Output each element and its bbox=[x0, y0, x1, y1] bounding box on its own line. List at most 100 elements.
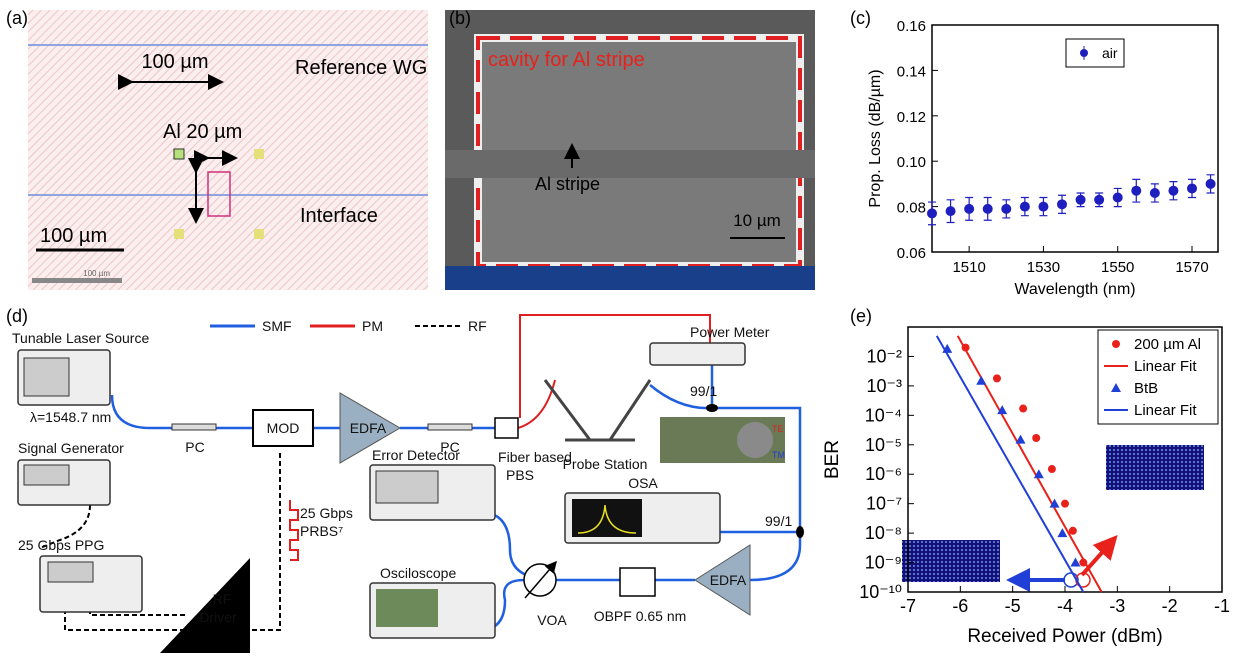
y-tick-label: 10⁻⁵ bbox=[865, 435, 902, 455]
node-label: EDFA bbox=[350, 420, 387, 436]
marker-point bbox=[1016, 435, 1026, 444]
screen bbox=[48, 562, 93, 582]
marker-point bbox=[1150, 188, 1160, 198]
x-axis-label: Received Power (dBm) bbox=[967, 626, 1162, 647]
marker-point bbox=[1048, 465, 1056, 473]
panel-d: (d) SMF PM RF bbox=[6, 306, 804, 653]
panel-a: (a) 100 µm Reference WG Al 20 µm Interfa… bbox=[6, 8, 428, 290]
y-tick-label: 10⁻³ bbox=[866, 376, 902, 396]
node-label: Probe Station bbox=[563, 456, 648, 472]
x-tick-label: 1570 bbox=[1175, 259, 1208, 276]
rf-driver bbox=[160, 558, 250, 653]
node-label: Tunable Laser Source bbox=[12, 330, 149, 346]
y-tick-label: 0.14 bbox=[897, 63, 926, 80]
x-tick-label: -3 bbox=[1109, 596, 1125, 616]
x-tick-label: -4 bbox=[1057, 596, 1073, 616]
marker-point bbox=[983, 204, 993, 214]
y-tick-label: 0.08 bbox=[897, 200, 926, 217]
x-axis-label: Wavelength (nm) bbox=[1014, 281, 1135, 298]
eye-diagram bbox=[902, 540, 1000, 582]
node-label: TE bbox=[772, 424, 784, 434]
marker-point bbox=[1168, 186, 1178, 196]
node-label: MOD bbox=[267, 420, 300, 436]
panel-b: (b) cavity for Al stripe Al stripe 10 µm bbox=[445, 8, 815, 290]
legend-label: air bbox=[1102, 45, 1118, 61]
annotation: 100 µm bbox=[83, 269, 110, 278]
node-label: EDFA bbox=[710, 572, 747, 588]
annotation: Reference WG bbox=[295, 57, 427, 79]
x-tick-label: -6 bbox=[952, 596, 968, 616]
annotation: 100 µm bbox=[141, 51, 208, 73]
x-tick-label: 1550 bbox=[1101, 259, 1134, 276]
marker-point bbox=[946, 206, 956, 216]
node-label: 99/1 bbox=[765, 513, 792, 529]
node-label: 25 Gbps PPG bbox=[18, 537, 104, 553]
marker-point bbox=[1206, 179, 1216, 189]
obpf bbox=[620, 568, 655, 596]
node-label: λ=1548.7 nm bbox=[30, 409, 111, 425]
figure: (a) 100 µm Reference WG Al 20 µm Interfa… bbox=[0, 0, 1234, 653]
legend-swatch bbox=[1112, 340, 1120, 348]
info-bar bbox=[445, 266, 815, 290]
marker-point bbox=[927, 208, 937, 218]
annotation: Al 20 µm bbox=[163, 121, 242, 143]
polarization-controller bbox=[172, 424, 216, 430]
annotation: Interface bbox=[300, 205, 378, 227]
y-tick-label: 10⁻⁶ bbox=[865, 464, 902, 484]
node-label: 99/1 bbox=[690, 383, 717, 399]
legend-label: RF bbox=[468, 318, 487, 334]
node-label: PBS bbox=[506, 467, 534, 483]
prbs-signal bbox=[290, 500, 298, 560]
node-label: RF bbox=[213, 591, 232, 607]
node-label: 25 Gbps bbox=[300, 505, 353, 521]
node-label: OBPF 0.65 nm bbox=[594, 608, 687, 624]
panel-label: (d) bbox=[6, 306, 28, 326]
y-tick-label: 0.12 bbox=[897, 109, 926, 126]
node-label: TM bbox=[772, 450, 785, 460]
pm-fiber bbox=[518, 315, 710, 428]
marker-point bbox=[1094, 195, 1104, 205]
node-label: VOA bbox=[537, 612, 567, 628]
coupler bbox=[706, 404, 718, 412]
scale-bar bbox=[32, 278, 122, 283]
marker-point bbox=[1070, 558, 1080, 567]
node-label: OSA bbox=[628, 475, 658, 491]
marker-point bbox=[1001, 204, 1011, 214]
panel-label: (a) bbox=[6, 8, 28, 28]
legend-label: 200 µm Al bbox=[1134, 336, 1201, 353]
screen bbox=[376, 471, 438, 503]
annotation: cavity for Al stripe bbox=[488, 49, 645, 71]
marker bbox=[254, 149, 264, 159]
y-axis-label: BER bbox=[822, 440, 843, 479]
node-label: Signal Generator bbox=[18, 440, 124, 456]
legend-label: SMF bbox=[262, 318, 292, 334]
screen bbox=[572, 499, 642, 537]
x-tick-label: -2 bbox=[1162, 596, 1178, 616]
node-label: Fiber based bbox=[498, 449, 572, 465]
coupler bbox=[796, 526, 804, 538]
marker-point bbox=[1113, 193, 1123, 203]
y-tick-label: 10⁻² bbox=[866, 346, 902, 366]
marker bbox=[174, 229, 184, 239]
node-label: PC bbox=[185, 439, 204, 455]
eye-diagram bbox=[1106, 445, 1204, 490]
node-label: Driver bbox=[199, 609, 237, 625]
legend-label: BtB bbox=[1134, 380, 1158, 397]
y-tick-label: 10⁻⁷ bbox=[866, 494, 902, 514]
marker-point bbox=[1061, 500, 1069, 508]
x-tick-label: -1 bbox=[1214, 596, 1230, 616]
marker-point bbox=[1020, 202, 1030, 212]
marker-point bbox=[1038, 202, 1048, 212]
y-tick-label: 0.06 bbox=[897, 245, 926, 262]
marker-point bbox=[1019, 405, 1027, 413]
y-tick-label: 10⁻⁹ bbox=[865, 553, 902, 573]
y-axis-label: Prop. Loss (dB/µm) bbox=[867, 69, 884, 207]
y-tick-label: 10⁻⁸ bbox=[865, 523, 902, 543]
layout-image bbox=[28, 10, 428, 290]
x-tick-label: -5 bbox=[1005, 596, 1021, 616]
polarization-controller bbox=[428, 424, 472, 430]
annotation: 10 µm bbox=[733, 211, 781, 230]
y-tick-label: 0.10 bbox=[897, 154, 926, 171]
annotation: 100 µm bbox=[40, 225, 107, 247]
panel-label: (e) bbox=[850, 306, 872, 326]
